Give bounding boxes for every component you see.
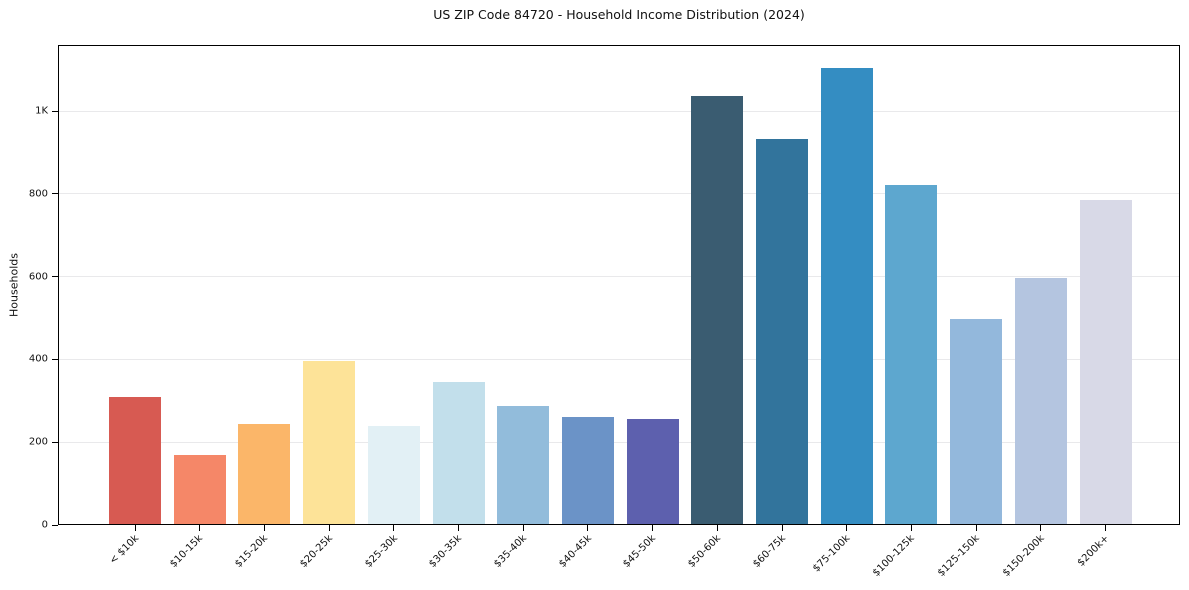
x-tick-label: $15-20k — [233, 533, 271, 570]
y-tick-mark — [52, 276, 58, 278]
x-tick-mark — [716, 525, 718, 531]
y-tick-mark — [52, 193, 58, 195]
x-tick-label: $35-40k — [492, 533, 529, 570]
bar-60-75k — [756, 139, 808, 525]
x-tick-label: $200k+ — [1075, 533, 1112, 569]
x-tick-label: $60-75k — [750, 533, 788, 570]
bar-150-200k — [1014, 277, 1067, 525]
bar-35-40k — [497, 406, 550, 525]
y-tick-mark — [52, 524, 58, 526]
bar-125-150k — [950, 318, 1003, 525]
x-tick-label: $25-30k — [362, 533, 400, 570]
bar-100-125k — [885, 184, 938, 525]
x-tick-label: $45-50k — [621, 533, 659, 570]
x-tick-mark — [781, 525, 783, 531]
x-tick-mark — [458, 525, 459, 531]
x-tick-mark — [263, 525, 265, 531]
x-tick-label: $10-15k — [168, 533, 206, 570]
plot-area — [58, 45, 1180, 525]
x-tick-mark — [1040, 525, 1042, 531]
bar-45-50k — [626, 419, 679, 525]
x-tick-mark — [328, 525, 330, 531]
bar-50-60k — [691, 96, 744, 525]
x-tick-label: $150-200k — [1000, 533, 1047, 579]
y-tick-label: 200 — [28, 436, 48, 448]
x-tick-mark — [1105, 525, 1106, 531]
y-tick-label: 400 — [28, 353, 48, 365]
y-tick-mark — [52, 110, 58, 112]
x-tick-mark — [587, 525, 589, 531]
x-tick-label: $125-150k — [935, 533, 982, 579]
bar-40-45k — [561, 416, 614, 525]
x-tick-mark — [910, 525, 912, 531]
gridline-400 — [58, 358, 1180, 360]
y-tick-label: 800 — [28, 188, 48, 200]
x-tick-mark — [393, 525, 395, 531]
x-tick-mark — [652, 525, 654, 531]
gridline-800 — [58, 193, 1180, 195]
bar-30-35k — [432, 381, 485, 525]
x-tick-mark — [522, 525, 524, 531]
y-tick-label: 0 — [41, 519, 48, 531]
x-tick-mark — [134, 525, 136, 531]
bar-15-20k — [238, 423, 291, 525]
y-tick-label: 600 — [28, 271, 48, 283]
x-tick-label: $50-60k — [686, 533, 724, 570]
bar-25-30k — [367, 426, 420, 525]
bar-75-100k — [820, 68, 873, 525]
y-tick-mark — [52, 358, 58, 360]
x-tick-label: < $10k — [107, 533, 141, 567]
x-tick-label: $75-100k — [811, 533, 853, 575]
bar-10k — [109, 396, 161, 525]
x-tick-label: $100-125k — [871, 533, 918, 579]
gridline-600 — [58, 276, 1180, 278]
x-tick-label: $20-25k — [297, 533, 335, 570]
bar-10-15k — [173, 455, 226, 525]
bar-20-25k — [303, 360, 356, 525]
x-tick-mark — [199, 525, 201, 531]
x-tick-label: $40-45k — [556, 533, 594, 570]
chart-title: US ZIP Code 84720 - Household Income Dis… — [433, 7, 805, 22]
x-tick-label: $30-35k — [427, 533, 465, 570]
y-tick-mark — [52, 441, 58, 443]
gridline-200 — [58, 441, 1180, 443]
bar-200k — [1079, 199, 1132, 525]
y-tick-label: 1K — [35, 105, 48, 117]
y-axis-label: Households — [7, 253, 21, 317]
gridline-1000 — [58, 110, 1180, 112]
x-tick-mark — [975, 525, 977, 531]
x-tick-mark — [846, 525, 848, 531]
